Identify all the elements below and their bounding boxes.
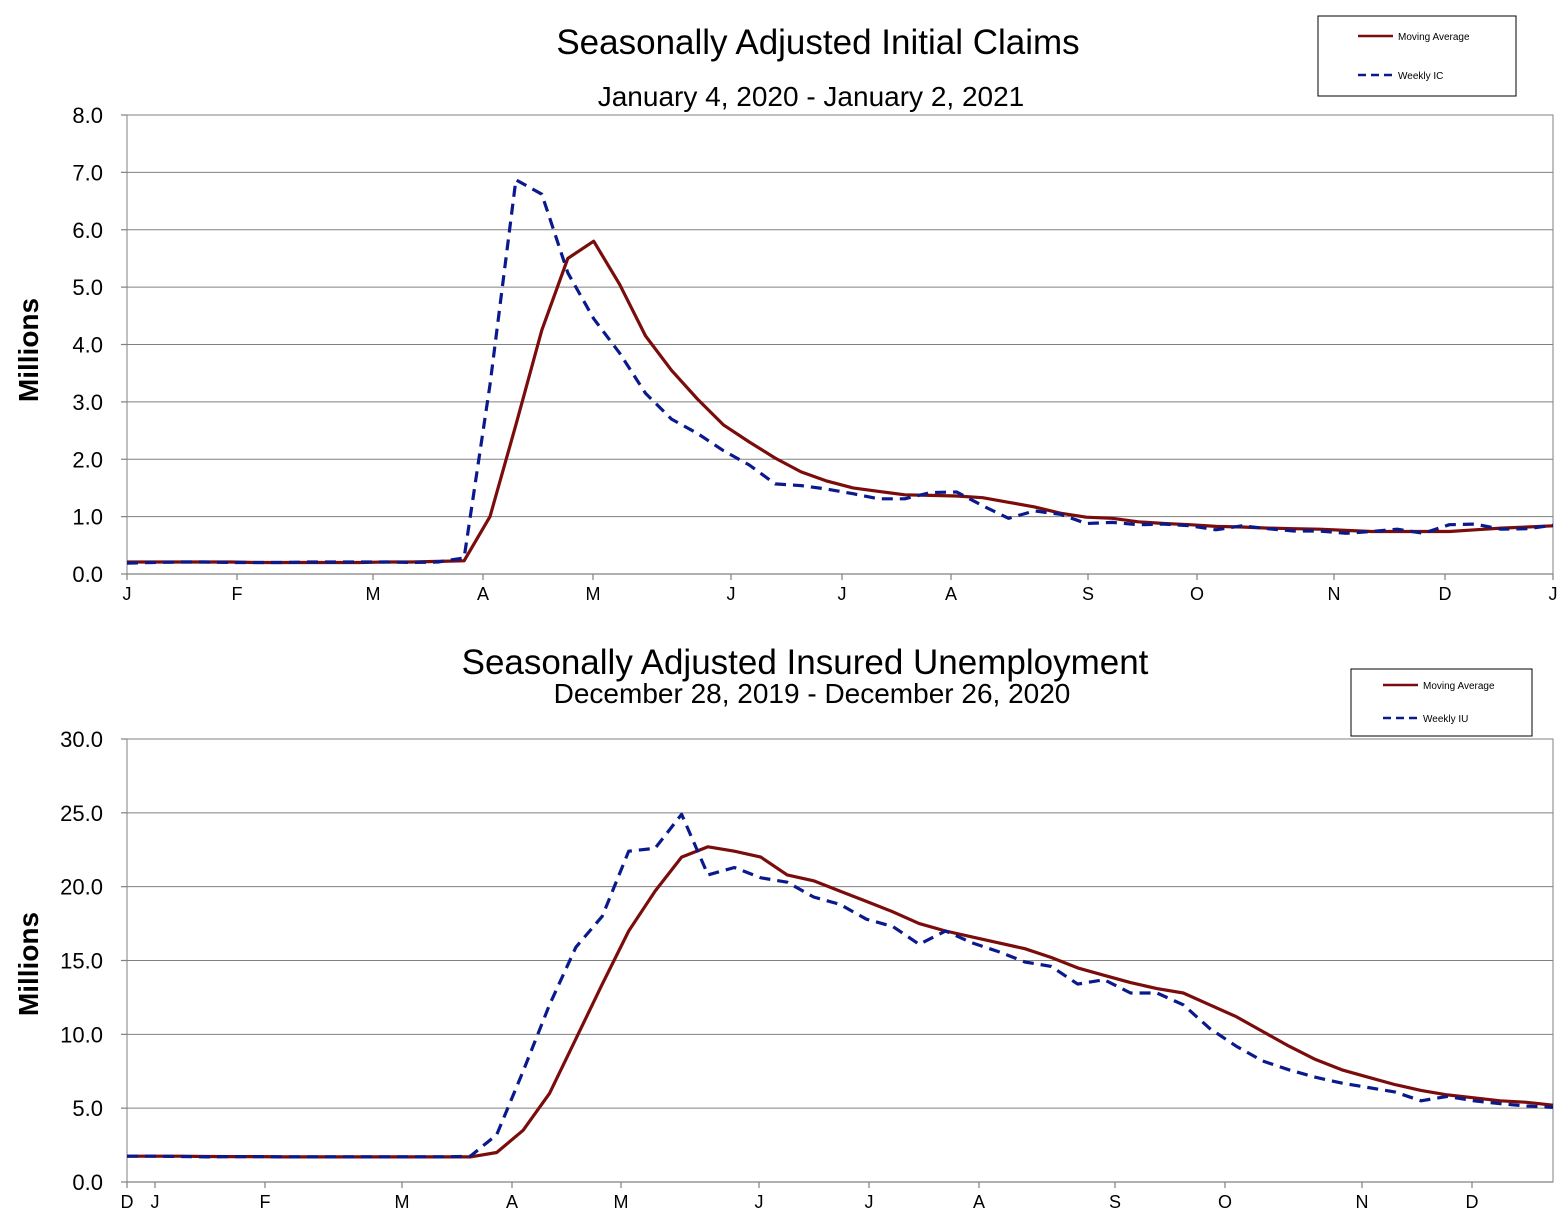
- x-tick-label: F: [260, 1192, 271, 1212]
- y-axis-label: Millions: [13, 298, 44, 402]
- y-tick-label: 7.0: [72, 160, 103, 185]
- x-tick-label: S: [1082, 584, 1094, 604]
- y-tick-label: 10.0: [60, 1022, 103, 1047]
- y-tick-label: 25.0: [60, 801, 103, 826]
- legend-label-moving-average: Moving Average: [1423, 681, 1495, 692]
- x-tick-label: S: [1109, 1192, 1121, 1212]
- x-tick-label: A: [973, 1192, 985, 1212]
- x-tick-label: J: [151, 1192, 160, 1212]
- x-tick-label: M: [614, 1192, 629, 1212]
- legend-label-moving-average: Moving Average: [1398, 32, 1470, 43]
- x-tick-label: M: [395, 1192, 410, 1212]
- y-tick-label: 8.0: [72, 103, 103, 128]
- x-tick-label: J: [123, 584, 132, 604]
- x-tick-label: J: [865, 1192, 874, 1212]
- x-tick-label: D: [1439, 584, 1452, 604]
- y-axis-label: Millions: [13, 912, 44, 1016]
- x-tick-label: M: [586, 584, 601, 604]
- legend-label-weekly-iu: Weekly IU: [1423, 714, 1468, 725]
- chart-subtitle: December 28, 2019 - December 26, 2020: [554, 678, 1071, 709]
- chart-title: Seasonally Adjusted Insured Unemployment: [462, 643, 1149, 682]
- x-tick-label: N: [1328, 584, 1341, 604]
- y-tick-label: 15.0: [60, 949, 103, 974]
- x-tick-label: D: [1466, 1192, 1479, 1212]
- x-tick-label: A: [506, 1192, 518, 1212]
- initial-claims-chart: Seasonally Adjusted Initial Claims Janua…: [13, 15, 1558, 604]
- y-tick-label: 5.0: [72, 1096, 103, 1121]
- y-tick-label: 6.0: [72, 218, 103, 243]
- x-tick-label: O: [1218, 1192, 1232, 1212]
- series-line-weekly-ic: [126, 178, 1554, 565]
- series-line-weekly-iu: [127, 812, 1554, 1159]
- y-tick-label: 4.0: [72, 333, 103, 358]
- legend: Moving Average Weekly IU: [1350, 668, 1533, 737]
- x-tick-label: J: [755, 1192, 764, 1212]
- y-tick-label: 3.0: [72, 390, 103, 415]
- series-line-moving-average: [127, 845, 1554, 1159]
- x-tick-label: J: [838, 584, 847, 604]
- x-tick-label: D: [121, 1192, 134, 1212]
- x-tick-label: O: [1190, 584, 1204, 604]
- insured-unemployment-chart: Seasonally Adjusted Insured Unemployment…: [13, 643, 1554, 1212]
- y-tick-label: 2.0: [72, 447, 103, 472]
- x-tick-label: J: [1549, 584, 1558, 604]
- legend: Moving Average Weekly IC: [1317, 15, 1517, 97]
- x-tick-label: J: [727, 584, 736, 604]
- y-tick-label: 20.0: [60, 875, 103, 900]
- y-tick-label: 30.0: [60, 727, 103, 752]
- y-tick-label: 0.0: [72, 562, 103, 587]
- x-tick-label: F: [232, 584, 243, 604]
- x-tick-label: A: [945, 584, 957, 604]
- x-tick-label: A: [477, 584, 489, 604]
- legend-label-weekly-ic: Weekly IC: [1398, 71, 1443, 82]
- legend-box: [1350, 668, 1533, 737]
- y-tick-label: 0.0: [72, 1170, 103, 1195]
- chart-subtitle: January 4, 2020 - January 2, 2021: [598, 81, 1025, 112]
- chart-title: Seasonally Adjusted Initial Claims: [556, 23, 1079, 62]
- y-tick-label: 5.0: [72, 275, 103, 300]
- x-tick-label: N: [1356, 1192, 1369, 1212]
- x-tick-label: M: [366, 584, 381, 604]
- y-tick-label: 1.0: [72, 505, 103, 530]
- legend-box: [1317, 15, 1517, 97]
